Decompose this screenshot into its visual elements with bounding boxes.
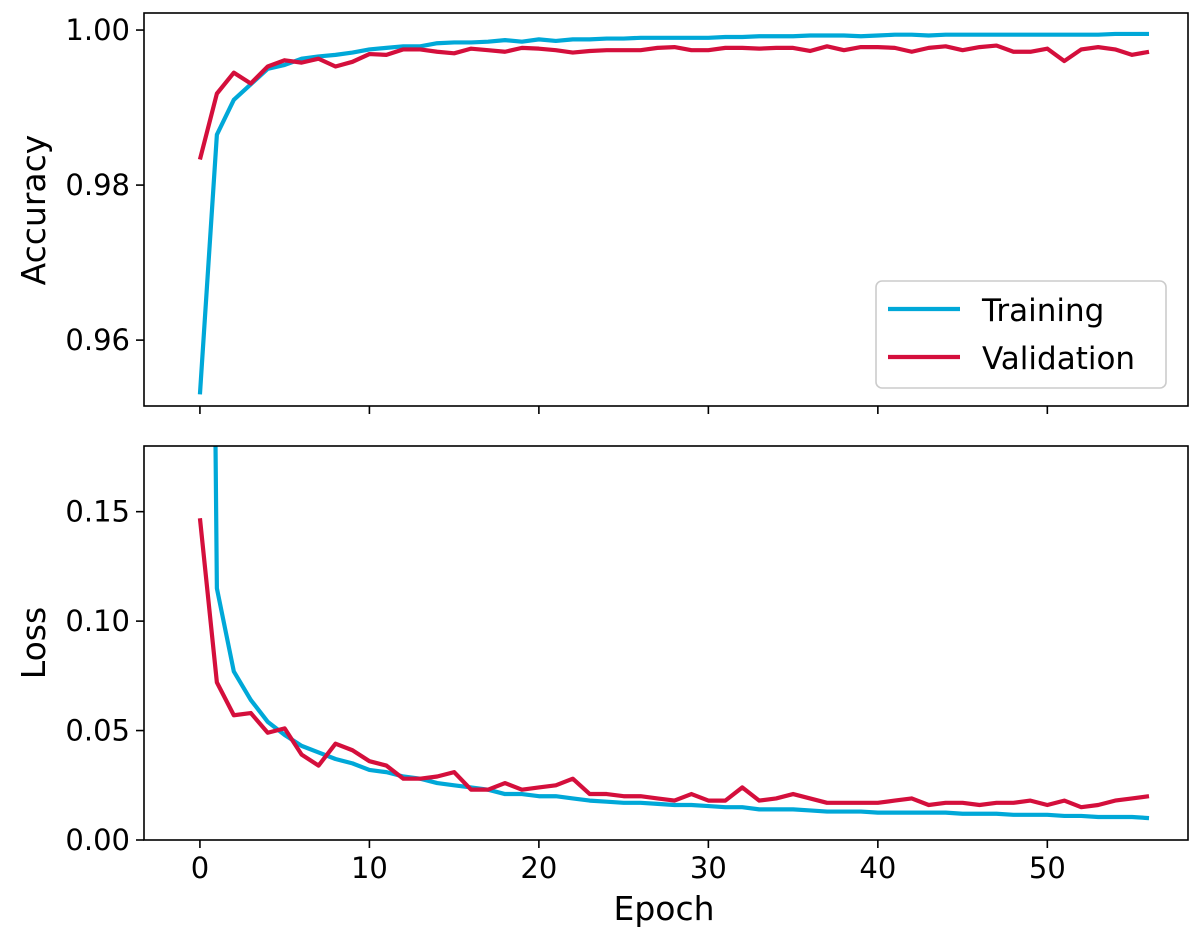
legend-label-training: Training	[981, 293, 1104, 329]
loss-y-tick-label: 0.00	[65, 823, 130, 857]
accuracy-training-line	[197, 31, 1150, 395]
loss-y-tick-label: 0.15	[65, 495, 130, 529]
accuracy-legend: Training Validation	[875, 280, 1167, 389]
accuracy-plot-frame	[143, 12, 1189, 407]
loss-panel: 0 10 20 30 40 50 0.00 0.05 0.10 0.15 Loss Epoch	[14, 445, 1189, 928]
accuracy-y-tick-label: 1.00	[65, 13, 130, 47]
accuracy-y-tick-label: 0.96	[65, 323, 130, 357]
accuracy-y-axis-title: Accuracy	[14, 135, 53, 286]
loss-plot-frame	[143, 445, 1189, 841]
loss-validation-line	[197, 518, 1150, 810]
accuracy-y-tick-label: 0.98	[65, 168, 130, 202]
loss-y-tick-label: 0.10	[65, 604, 130, 638]
loss-x-axis-title: Epoch	[613, 889, 714, 928]
loss-x-tick-label: 20	[520, 851, 557, 885]
loss-y-tick-label: 0.05	[65, 714, 130, 748]
accuracy-series-group	[197, 31, 1150, 395]
loss-x-tick-label: 40	[859, 851, 896, 885]
accuracy-axes-group: 0.96 0.98 1.00	[65, 13, 1049, 414]
loss-x-tick-label: 30	[690, 851, 727, 885]
loss-x-tick-label: 10	[351, 851, 388, 885]
loss-x-tick-label: 50	[1029, 851, 1066, 885]
loss-training-line	[213, 446, 1150, 821]
accuracy-validation-line	[197, 43, 1150, 161]
loss-axes-group: 0 10 20 30 40 50 0.00 0.05 0.10 0.15	[65, 495, 1065, 885]
loss-x-tick-label: 0	[191, 851, 209, 885]
accuracy-panel: 0.96 0.98 1.00 Accuracy Training Validatio…	[14, 12, 1189, 414]
loss-series-group	[197, 446, 1150, 821]
loss-y-axis-title: Loss	[14, 607, 53, 679]
legend-label-validation: Validation	[982, 341, 1135, 377]
